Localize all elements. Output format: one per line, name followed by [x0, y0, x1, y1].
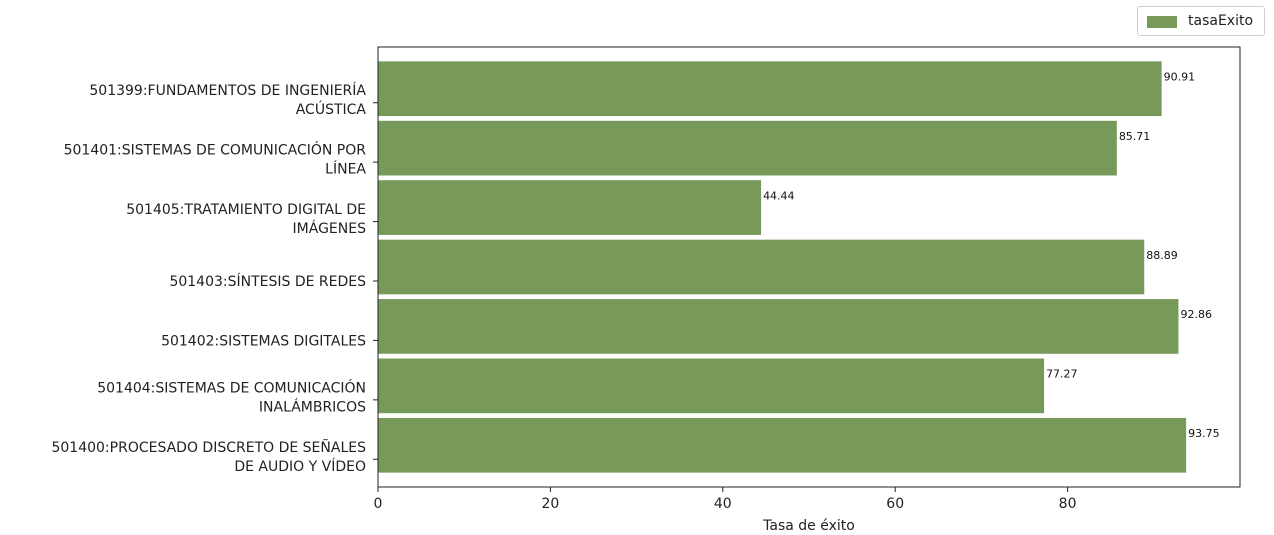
- bar: [378, 120, 1117, 176]
- data-label: 88.89: [1146, 249, 1178, 262]
- x-tick-label: 40: [714, 496, 732, 512]
- category-label: 501401:SISTEMAS DE COMUNICACIÓN POR: [64, 141, 367, 159]
- category-label: 501402:SISTEMAS DIGITALES: [161, 333, 366, 349]
- category-label: 501403:SÍNTESIS DE REDES: [169, 273, 366, 290]
- x-tick-label: 80: [1059, 496, 1077, 512]
- data-label: 77.27: [1046, 368, 1078, 381]
- data-label: 85.71: [1119, 130, 1151, 143]
- legend-swatch: [1147, 16, 1177, 28]
- bar: [378, 180, 762, 235]
- data-label: 93.75: [1188, 427, 1220, 440]
- legend-label: tasaExito: [1188, 13, 1254, 29]
- bar: [378, 61, 1162, 117]
- bar: [378, 417, 1187, 473]
- category-label: 501405:TRATAMIENTO DIGITAL DE: [126, 202, 366, 218]
- plot-frame: [377, 46, 1241, 488]
- bar: [378, 358, 1045, 414]
- bar: [378, 299, 1179, 354]
- data-label: 92.86: [1180, 308, 1212, 321]
- category-label: INALÁMBRICOS: [259, 398, 366, 415]
- category-label: IMÁGENES: [293, 220, 367, 237]
- x-tick-label: 60: [886, 496, 904, 512]
- x-tick-label: 20: [541, 496, 559, 512]
- bar: [378, 239, 1145, 295]
- category-label: DE AUDIO Y VÍDEO: [234, 458, 366, 475]
- category-label: 501399:FUNDAMENTOS DE INGENIERÍA: [89, 82, 366, 99]
- x-tick-label: 0: [374, 496, 383, 512]
- category-label: ACÚSTICA: [296, 100, 367, 118]
- data-label: 44.44: [763, 189, 795, 202]
- category-label: 501400:PROCESADO DISCRETO DE SEÑALES: [51, 439, 366, 456]
- legend: tasaExito: [1137, 6, 1265, 36]
- category-label: LÍNEA: [325, 161, 366, 178]
- category-label: 501404:SISTEMAS DE COMUNICACIÓN: [97, 378, 366, 396]
- x-axis-label: Tasa de éxito: [762, 518, 855, 534]
- data-label: 90.91: [1164, 71, 1196, 84]
